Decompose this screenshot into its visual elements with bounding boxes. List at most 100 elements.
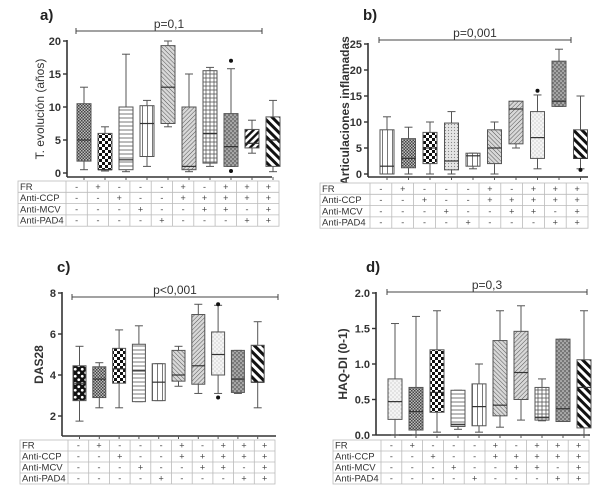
table-cell-sign: + [410, 441, 415, 451]
table-cell-sign: - [75, 216, 78, 226]
table-cell-sign: + [534, 452, 539, 462]
panel-letter: a) [40, 7, 53, 24]
table-cell-sign: - [96, 193, 99, 203]
table-cell-sign: - [467, 206, 470, 216]
table-cell-sign: - [379, 184, 382, 194]
table-cell-sign: - [445, 195, 448, 205]
table-row-label: Anti-CCP [22, 452, 62, 463]
table-cell-sign: - [139, 216, 142, 226]
table-cell-sign: + [244, 193, 249, 203]
table-cell-sign: - [201, 474, 204, 484]
table-cell-sign: + [444, 206, 449, 216]
table-cell-sign: + [487, 184, 492, 194]
table-cell-sign: + [555, 441, 560, 451]
box-iqr [444, 122, 459, 171]
box-iqr [534, 386, 550, 421]
box-4 [444, 111, 459, 175]
box-iqr [230, 349, 245, 393]
y-tick-label: 0.5 [355, 395, 370, 407]
table-cell-sign: + [117, 452, 122, 462]
table-cell-sign: + [95, 182, 100, 192]
table-cell-sign: + [576, 474, 581, 484]
table-cell-sign: - [401, 218, 404, 228]
table-cell-sign: + [531, 206, 536, 216]
y-tick-label: 8 [50, 288, 56, 300]
box-iqr [265, 116, 281, 167]
y-axis-label: HAQ-DI (0-1) [336, 328, 350, 399]
table-cell-sign: - [432, 474, 435, 484]
table-cell-sign: - [452, 474, 455, 484]
box-7 [202, 66, 218, 167]
table-cell-sign: - [98, 452, 101, 462]
table-cell-sign: + [181, 182, 186, 192]
table-cell-sign: + [241, 441, 246, 451]
table-cell-sign: + [262, 452, 267, 462]
box-iqr [387, 378, 403, 420]
y-tick-label: 2 [50, 411, 56, 423]
table-cell-sign: + [223, 204, 228, 214]
y-tick-label: 1.0 [355, 359, 370, 371]
table-cell-sign: - [182, 204, 185, 214]
box-iqr [551, 60, 567, 107]
table-row-label: Anti-MCV [322, 206, 363, 217]
table-row-label: FR [335, 441, 348, 452]
table-cell-sign: - [224, 216, 227, 226]
table-cell-sign: - [77, 452, 80, 462]
group-table: FR - + - - - + - + + +Anti-CCP - - + - - + + + + +Anti-MCV - -… [19, 439, 276, 485]
p-value-annotation: p=0,001 [453, 26, 497, 40]
box-iqr [555, 338, 571, 423]
table-cell-sign: - [77, 463, 80, 473]
table-cell-sign: + [534, 463, 539, 473]
table-cell-sign: - [139, 193, 142, 203]
table-cell-sign: + [244, 216, 249, 226]
table-cell-sign: - [77, 441, 80, 451]
table-cell-sign: - [467, 195, 470, 205]
table-cell-sign: + [159, 474, 164, 484]
box-8 [211, 302, 226, 400]
box-1 [72, 345, 87, 422]
table-cell-sign: - [379, 218, 382, 228]
table-cell-sign: - [75, 182, 78, 192]
box-10 [573, 95, 588, 172]
table-cell-sign: + [244, 182, 249, 192]
box-iqr [508, 100, 524, 145]
table-cell-sign: + [223, 193, 228, 203]
table-cell-sign: - [118, 182, 121, 192]
table-cell-sign: + [96, 441, 101, 451]
box-5 [471, 363, 487, 433]
box-iqr [530, 111, 545, 159]
table-cell-sign: - [160, 182, 163, 192]
table-cell-sign: - [532, 218, 535, 228]
outlier-point [535, 88, 540, 93]
table-row-label: Anti-MCV [20, 204, 61, 215]
box-2 [97, 126, 113, 172]
table-cell-sign: + [221, 441, 226, 451]
box-1 [76, 86, 92, 171]
table-row-label: Anti-PAD4 [22, 474, 66, 485]
box-iqr [92, 366, 107, 399]
table-cell-sign: + [262, 474, 267, 484]
table-cell-sign: - [160, 452, 163, 462]
outlier-point [229, 169, 233, 174]
table-cell-sign: - [118, 463, 121, 473]
table-cell-sign: - [390, 474, 393, 484]
table-cell-sign: + [223, 182, 228, 192]
box-iqr [408, 386, 424, 431]
table-cell-sign: - [118, 474, 121, 484]
box-9 [230, 349, 245, 394]
table-cell-sign: - [411, 463, 414, 473]
box-iqr [97, 132, 113, 171]
table-row-label: FR [20, 182, 33, 193]
table-cell-sign: - [160, 204, 163, 214]
table-cell-sign: - [423, 206, 426, 216]
box-4 [139, 99, 155, 167]
table-cell-sign: - [139, 474, 142, 484]
table-cell-sign: - [445, 184, 448, 194]
box-3 [422, 121, 438, 175]
table-cell-sign: - [96, 216, 99, 226]
y-tick-label: 4 [50, 370, 57, 382]
table-cell-sign: + [266, 193, 271, 203]
y-axis-label: DAS28 [32, 345, 46, 384]
table-row-label: Anti-PAD4 [20, 216, 64, 227]
table-cell-sign: - [515, 474, 518, 484]
